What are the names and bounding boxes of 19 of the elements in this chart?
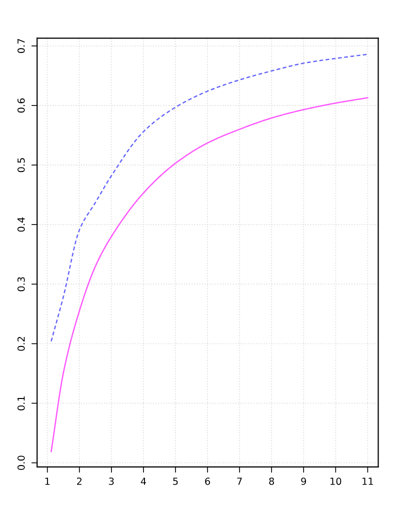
y-tick-label: 0.5 (17, 158, 25, 172)
x-tick-label: 4 (140, 478, 146, 485)
x-tick-label: 7 (237, 478, 242, 485)
x-tick-label: 6 (205, 478, 210, 485)
y-tick-label: 0.2 (17, 336, 25, 351)
x-tick-label: 3 (109, 478, 114, 485)
y-tick-label: 0.4 (17, 217, 25, 232)
x-tick-label: 8 (269, 478, 274, 485)
y-tick-label: 0.6 (17, 98, 25, 113)
x-tick-label: 5 (173, 478, 178, 485)
x-tick-label: 9 (301, 478, 306, 485)
x-tick-label: 2 (77, 478, 82, 485)
x-tick-label: 11 (362, 478, 373, 485)
y-tick-label: 0.3 (17, 277, 25, 292)
y-tick-label: 0.1 (17, 396, 25, 410)
y-tick-label: 0.0 (17, 456, 25, 470)
y-tick-label: 0.7 (17, 39, 25, 54)
x-tick-label: 1 (45, 478, 50, 485)
x-tick-label: 10 (330, 478, 342, 485)
